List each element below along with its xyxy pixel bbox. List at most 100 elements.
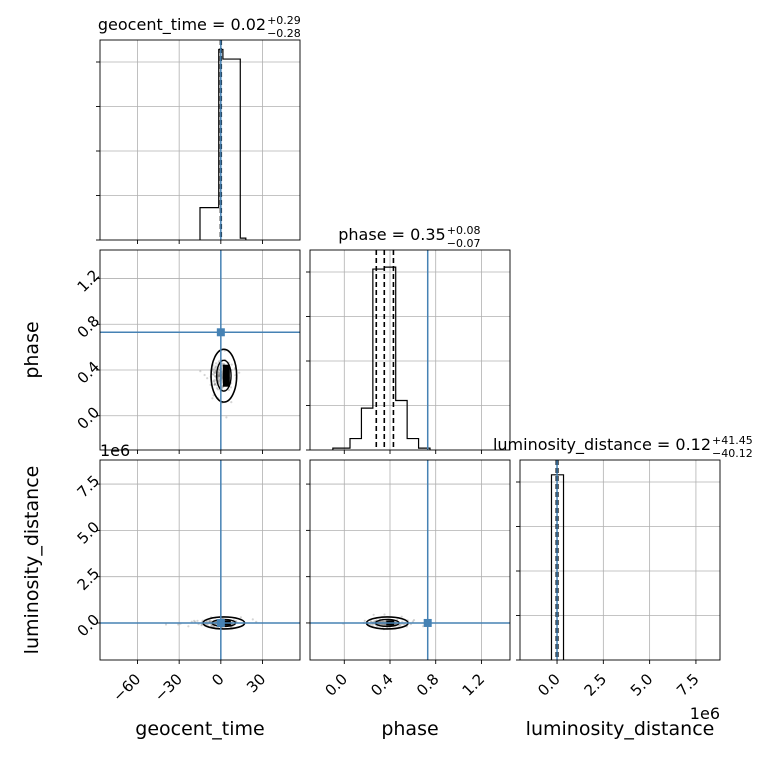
sample-point — [217, 375, 221, 378]
sample-point — [206, 377, 209, 380]
sample-point — [211, 369, 214, 372]
x-tick-label: 0.4 — [367, 670, 397, 700]
sample-point — [371, 624, 374, 627]
sample-point — [218, 379, 221, 382]
y-tick-label: 0.4 — [74, 358, 104, 388]
sample-point — [221, 378, 224, 381]
sample-point — [383, 623, 386, 627]
truth-marker — [216, 618, 225, 627]
sample-point — [211, 373, 214, 376]
sample-point — [214, 383, 217, 386]
sample-point — [214, 365, 218, 368]
contour-inner — [215, 359, 232, 392]
sample-point — [212, 370, 215, 373]
sample-point — [177, 623, 180, 626]
sample-point — [216, 388, 219, 391]
x-tick-label: 0.0 — [534, 670, 564, 700]
x-tick-label: 30 — [243, 670, 269, 696]
sample-point — [398, 624, 401, 627]
x-tick-label: 5.0 — [627, 670, 657, 700]
sample-point — [217, 371, 220, 374]
sample-point — [217, 374, 220, 377]
sample-point — [205, 623, 208, 626]
y-axis-label-luminosity_distance: luminosity_distance — [21, 466, 43, 655]
sample-point — [383, 613, 386, 616]
panel-title: phase = 0.35 — [338, 225, 445, 244]
y-tick-label: 2.5 — [74, 564, 104, 594]
sample-point — [217, 374, 220, 377]
sample-point — [211, 397, 214, 400]
sample-point — [384, 623, 387, 626]
sample-point — [363, 619, 366, 623]
sample-point — [196, 619, 199, 622]
x-tick-label: 0.0 — [322, 670, 352, 700]
density-core — [222, 364, 230, 387]
sample-point — [218, 374, 221, 377]
contour-outer — [210, 348, 238, 403]
sample-point — [397, 625, 400, 628]
sample-point — [370, 623, 373, 626]
panel-phase-luminosity_distance-frame — [309, 459, 511, 661]
truth-marker — [216, 328, 225, 337]
sample-point — [164, 623, 168, 626]
sample-point — [230, 363, 233, 366]
panel-title: geocent_time = 0.02 — [98, 15, 266, 35]
sample-point — [212, 373, 215, 376]
y-tick-label: 5.0 — [74, 518, 104, 548]
x-axis-label-luminosity_distance: luminosity_distance — [526, 718, 715, 740]
sample-point — [212, 380, 215, 383]
sample-point — [412, 619, 416, 622]
sample-point — [411, 620, 414, 623]
y-tick-label: 0.8 — [74, 312, 104, 342]
sample-point — [203, 373, 206, 377]
sample-scatter — [342, 613, 425, 631]
sample-point — [403, 623, 406, 626]
x-tick-label: 7.5 — [673, 670, 703, 700]
x-tick-label: −60 — [109, 670, 144, 705]
histogram-phase — [332, 266, 431, 450]
sample-point — [222, 362, 225, 366]
sample-point — [218, 374, 221, 377]
y-tick-label: 7.5 — [74, 472, 104, 502]
x-tick-label: 0 — [208, 670, 227, 689]
sample-point — [199, 370, 202, 373]
hist-phase-frame — [309, 249, 511, 451]
sample-point — [211, 625, 214, 628]
sample-point — [213, 383, 216, 386]
sample-point — [400, 615, 403, 618]
histogram-geocent_time — [199, 48, 247, 240]
sample-point — [372, 613, 375, 616]
title-upper-error: +0.29 — [267, 14, 301, 27]
sample-point — [218, 375, 221, 378]
sample-point — [213, 371, 216, 374]
sample-point — [221, 364, 224, 367]
sample-point — [399, 623, 402, 626]
sample-point — [215, 387, 219, 390]
title-upper-error: +41.45 — [712, 434, 753, 447]
sample-point — [193, 619, 196, 623]
sample-point — [217, 380, 220, 383]
sample-point — [213, 379, 216, 382]
x-tick-label: −30 — [151, 670, 186, 705]
sample-point — [218, 359, 221, 362]
panel-geocent_time-phase-frame — [99, 249, 301, 451]
title-lower-error: −0.07 — [447, 237, 481, 250]
sample-point — [217, 374, 220, 377]
x-tick-label: 1.2 — [459, 670, 489, 700]
sample-point — [225, 416, 228, 419]
sample-point — [213, 380, 216, 383]
hist-luminosity_distance-frame — [519, 459, 721, 661]
sample-point — [229, 386, 233, 389]
sample-point — [214, 369, 217, 373]
sample-point — [221, 377, 224, 380]
sample-point — [238, 371, 241, 374]
sample-point — [227, 388, 231, 392]
sample-point — [221, 386, 224, 389]
sample-point — [218, 372, 221, 375]
sample-point — [214, 368, 217, 371]
truth-marker — [423, 618, 432, 627]
sample-point — [217, 375, 220, 378]
sample-point — [213, 375, 217, 378]
sample-point — [214, 371, 217, 375]
